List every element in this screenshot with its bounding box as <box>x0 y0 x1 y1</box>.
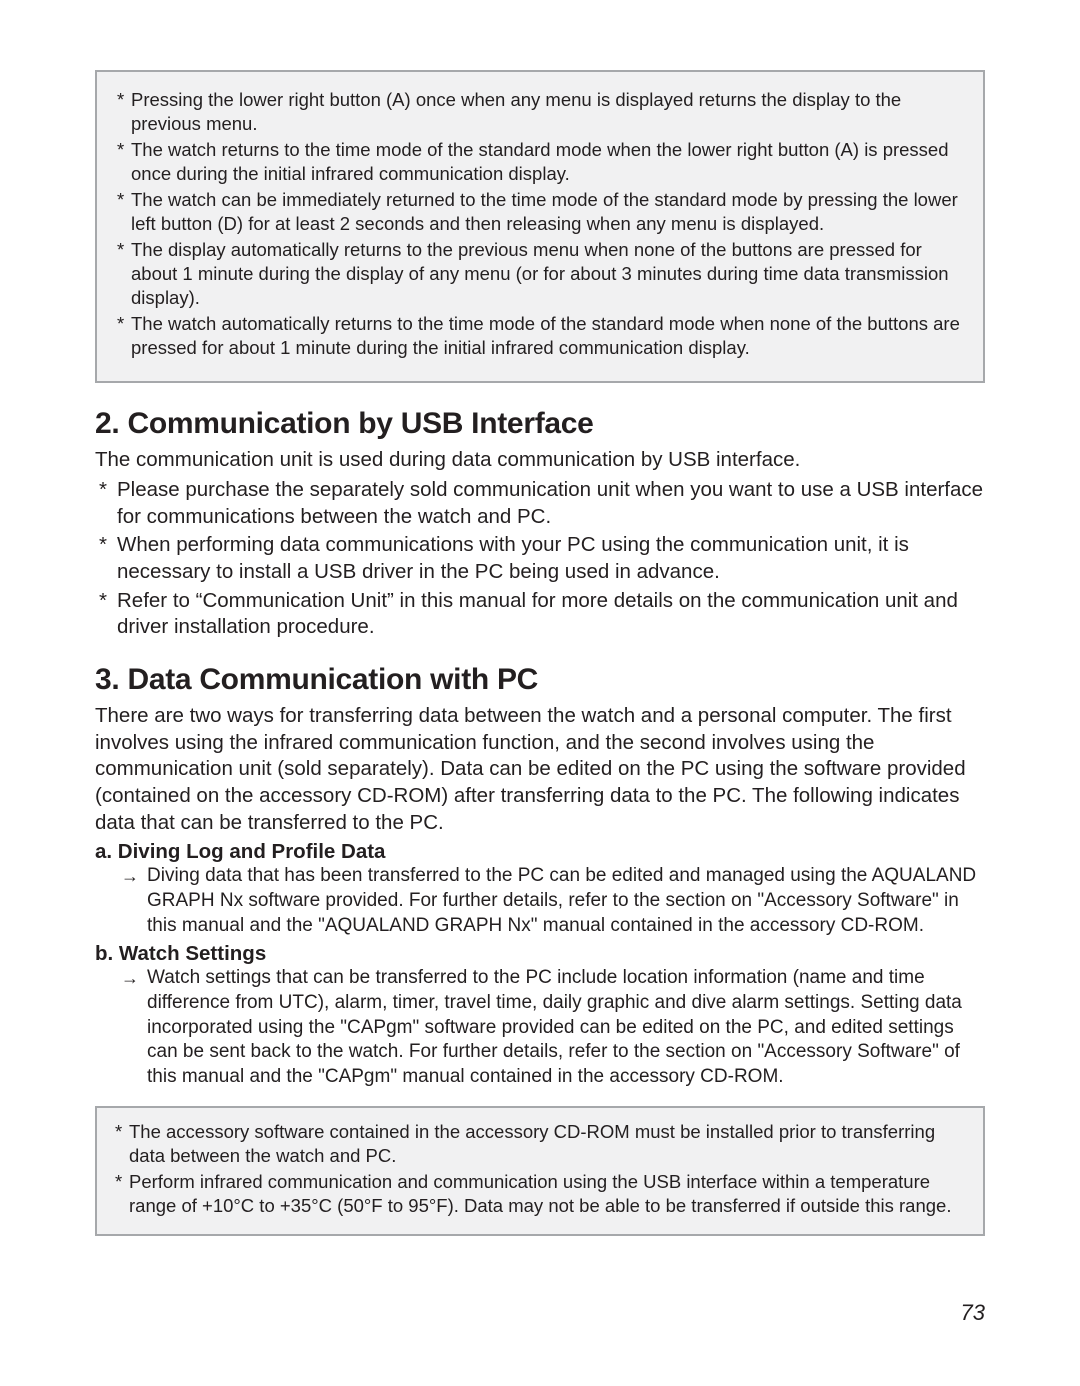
section-heading-datacomm: 3. Data Communication with PC <box>95 663 985 697</box>
section-heading-usb: 2. Communication by USB Interface <box>95 407 985 441</box>
note-text: Pressing the lower right button (A) once… <box>131 88 963 136</box>
bullet-text: Refer to “Communication Unit” in this ma… <box>117 588 985 641</box>
bullet-star: * <box>117 238 131 310</box>
note-item: * The watch returns to the time mode of … <box>117 138 963 186</box>
note-item: * Perform infrared communication and com… <box>115 1170 965 1218</box>
arrow-item: → Watch settings that can be transferred… <box>121 966 985 1089</box>
bullet-text: When performing data communications with… <box>117 532 985 585</box>
bullet-star: * <box>117 188 131 236</box>
note-box-bottom: * The accessory software contained in th… <box>95 1106 985 1236</box>
bullet-text: Please purchase the separately sold comm… <box>117 477 985 530</box>
bullet-star: * <box>117 138 131 186</box>
arrow-icon: → <box>121 966 147 1089</box>
note-item: * The display automatically returns to t… <box>117 238 963 310</box>
subsection-heading-b: b. Watch Settings <box>95 942 985 966</box>
note-item: * The watch automatically returns to the… <box>117 312 963 360</box>
bullet-star: * <box>115 1170 129 1218</box>
subsection-heading-a: a. Diving Log and Profile Data <box>95 840 985 864</box>
bullet-star: * <box>117 88 131 136</box>
arrow-text: Diving data that has been transferred to… <box>147 864 985 938</box>
note-text: The watch automatically returns to the t… <box>131 312 963 360</box>
bullet-list: * Please purchase the separately sold co… <box>95 477 985 641</box>
bullet-star: * <box>95 477 117 530</box>
page-number: 73 <box>961 1300 985 1326</box>
note-text: The watch can be immediately returned to… <box>131 188 963 236</box>
manual-page: * Pressing the lower right button (A) on… <box>0 0 1080 1386</box>
bullet-star: * <box>95 588 117 641</box>
bullet-item: * Please purchase the separately sold co… <box>95 477 985 530</box>
note-box-top: * Pressing the lower right button (A) on… <box>95 70 985 383</box>
note-text: The display automatically returns to the… <box>131 238 963 310</box>
note-text: Perform infrared communication and commu… <box>129 1170 965 1218</box>
note-item: * Pressing the lower right button (A) on… <box>117 88 963 136</box>
bullet-item: * When performing data communications wi… <box>95 532 985 585</box>
arrow-text: Watch settings that can be transferred t… <box>147 966 985 1089</box>
arrow-item: → Diving data that has been transferred … <box>121 864 985 938</box>
bullet-star: * <box>95 532 117 585</box>
bullet-item: * Refer to “Communication Unit” in this … <box>95 588 985 641</box>
bullet-star: * <box>115 1120 129 1168</box>
arrow-icon: → <box>121 864 147 938</box>
note-text: The watch returns to the time mode of th… <box>131 138 963 186</box>
bullet-star: * <box>117 312 131 360</box>
note-item: * The watch can be immediately returned … <box>117 188 963 236</box>
note-item: * The accessory software contained in th… <box>115 1120 965 1168</box>
section-intro: The communication unit is used during da… <box>95 447 985 474</box>
section-intro: There are two ways for transferring data… <box>95 703 985 836</box>
note-text: The accessory software contained in the … <box>129 1120 965 1168</box>
